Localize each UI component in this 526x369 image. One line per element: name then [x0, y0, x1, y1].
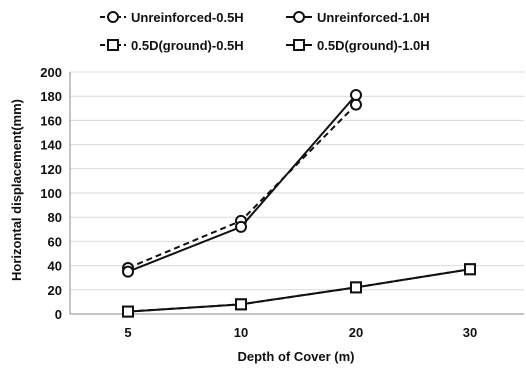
- x-tick-label: 10: [234, 325, 248, 340]
- data-point: [350, 98, 362, 111]
- x-tick-label: 20: [349, 325, 363, 340]
- x-axis-title: Depth of Cover (m): [238, 349, 355, 364]
- gridlines: [70, 71, 524, 291]
- series-line: [127, 94, 357, 273]
- data-point: [464, 263, 476, 276]
- data-point: [235, 220, 247, 233]
- legend-item-2: 0.5D(ground)-0.5H: [100, 38, 244, 53]
- series-1: [122, 88, 362, 278]
- x-tick-labels: 5 10 20 30: [124, 325, 477, 340]
- series-0: [122, 98, 362, 275]
- legend-item-0: Unreinforced-0.5H: [100, 10, 244, 25]
- y-tick-label: 160: [40, 113, 62, 128]
- y-tick-label: 120: [40, 162, 62, 177]
- y-tick-label: 100: [40, 186, 62, 201]
- series-line: [127, 268, 471, 313]
- x-tick-label: 30: [463, 325, 477, 340]
- data-point: [235, 298, 247, 311]
- data-point: [122, 305, 134, 318]
- legend-item-1: Unreinforced-1.0H: [286, 10, 430, 25]
- y-tick-label: 0: [55, 307, 62, 322]
- legend-marker: [107, 11, 119, 23]
- legend: Unreinforced-0.5H Unreinforced-1.0H 0.5D(g…: [100, 10, 430, 53]
- y-tick-labels: 0 20 40 60 80 100 120 140 160 180 200: [40, 65, 62, 322]
- y-tick-label: 80: [48, 210, 62, 225]
- legend-marker: [293, 11, 305, 23]
- legend-label: 0.5D(ground)-0.5H: [131, 38, 244, 53]
- y-tick-label: 140: [40, 138, 62, 153]
- series-group: [122, 88, 476, 318]
- series-line: [127, 103, 357, 269]
- data-point: [122, 265, 134, 278]
- y-tick-label: 20: [48, 283, 62, 298]
- legend-item-3: 0.5D(ground)-1.0H: [286, 38, 430, 53]
- legend-label: 0.5D(ground)-1.0H: [317, 38, 430, 53]
- series-line: [127, 268, 471, 313]
- y-tick-label: 200: [40, 65, 62, 80]
- y-tick-label: 60: [48, 234, 62, 249]
- data-point: [350, 281, 362, 294]
- legend-marker: [107, 39, 119, 51]
- legend-label: Unreinforced-1.0H: [317, 10, 430, 25]
- x-tick-label: 5: [124, 325, 131, 340]
- axes: [69, 72, 524, 315]
- legend-marker: [293, 39, 305, 51]
- y-tick-label: 180: [40, 89, 62, 104]
- y-tick-label: 40: [48, 259, 62, 274]
- data-point: [350, 88, 362, 101]
- y-axis-title: Horizontal displacement(mm): [9, 99, 24, 281]
- legend-label: Unreinforced-0.5H: [131, 10, 244, 25]
- series-3: [122, 263, 476, 318]
